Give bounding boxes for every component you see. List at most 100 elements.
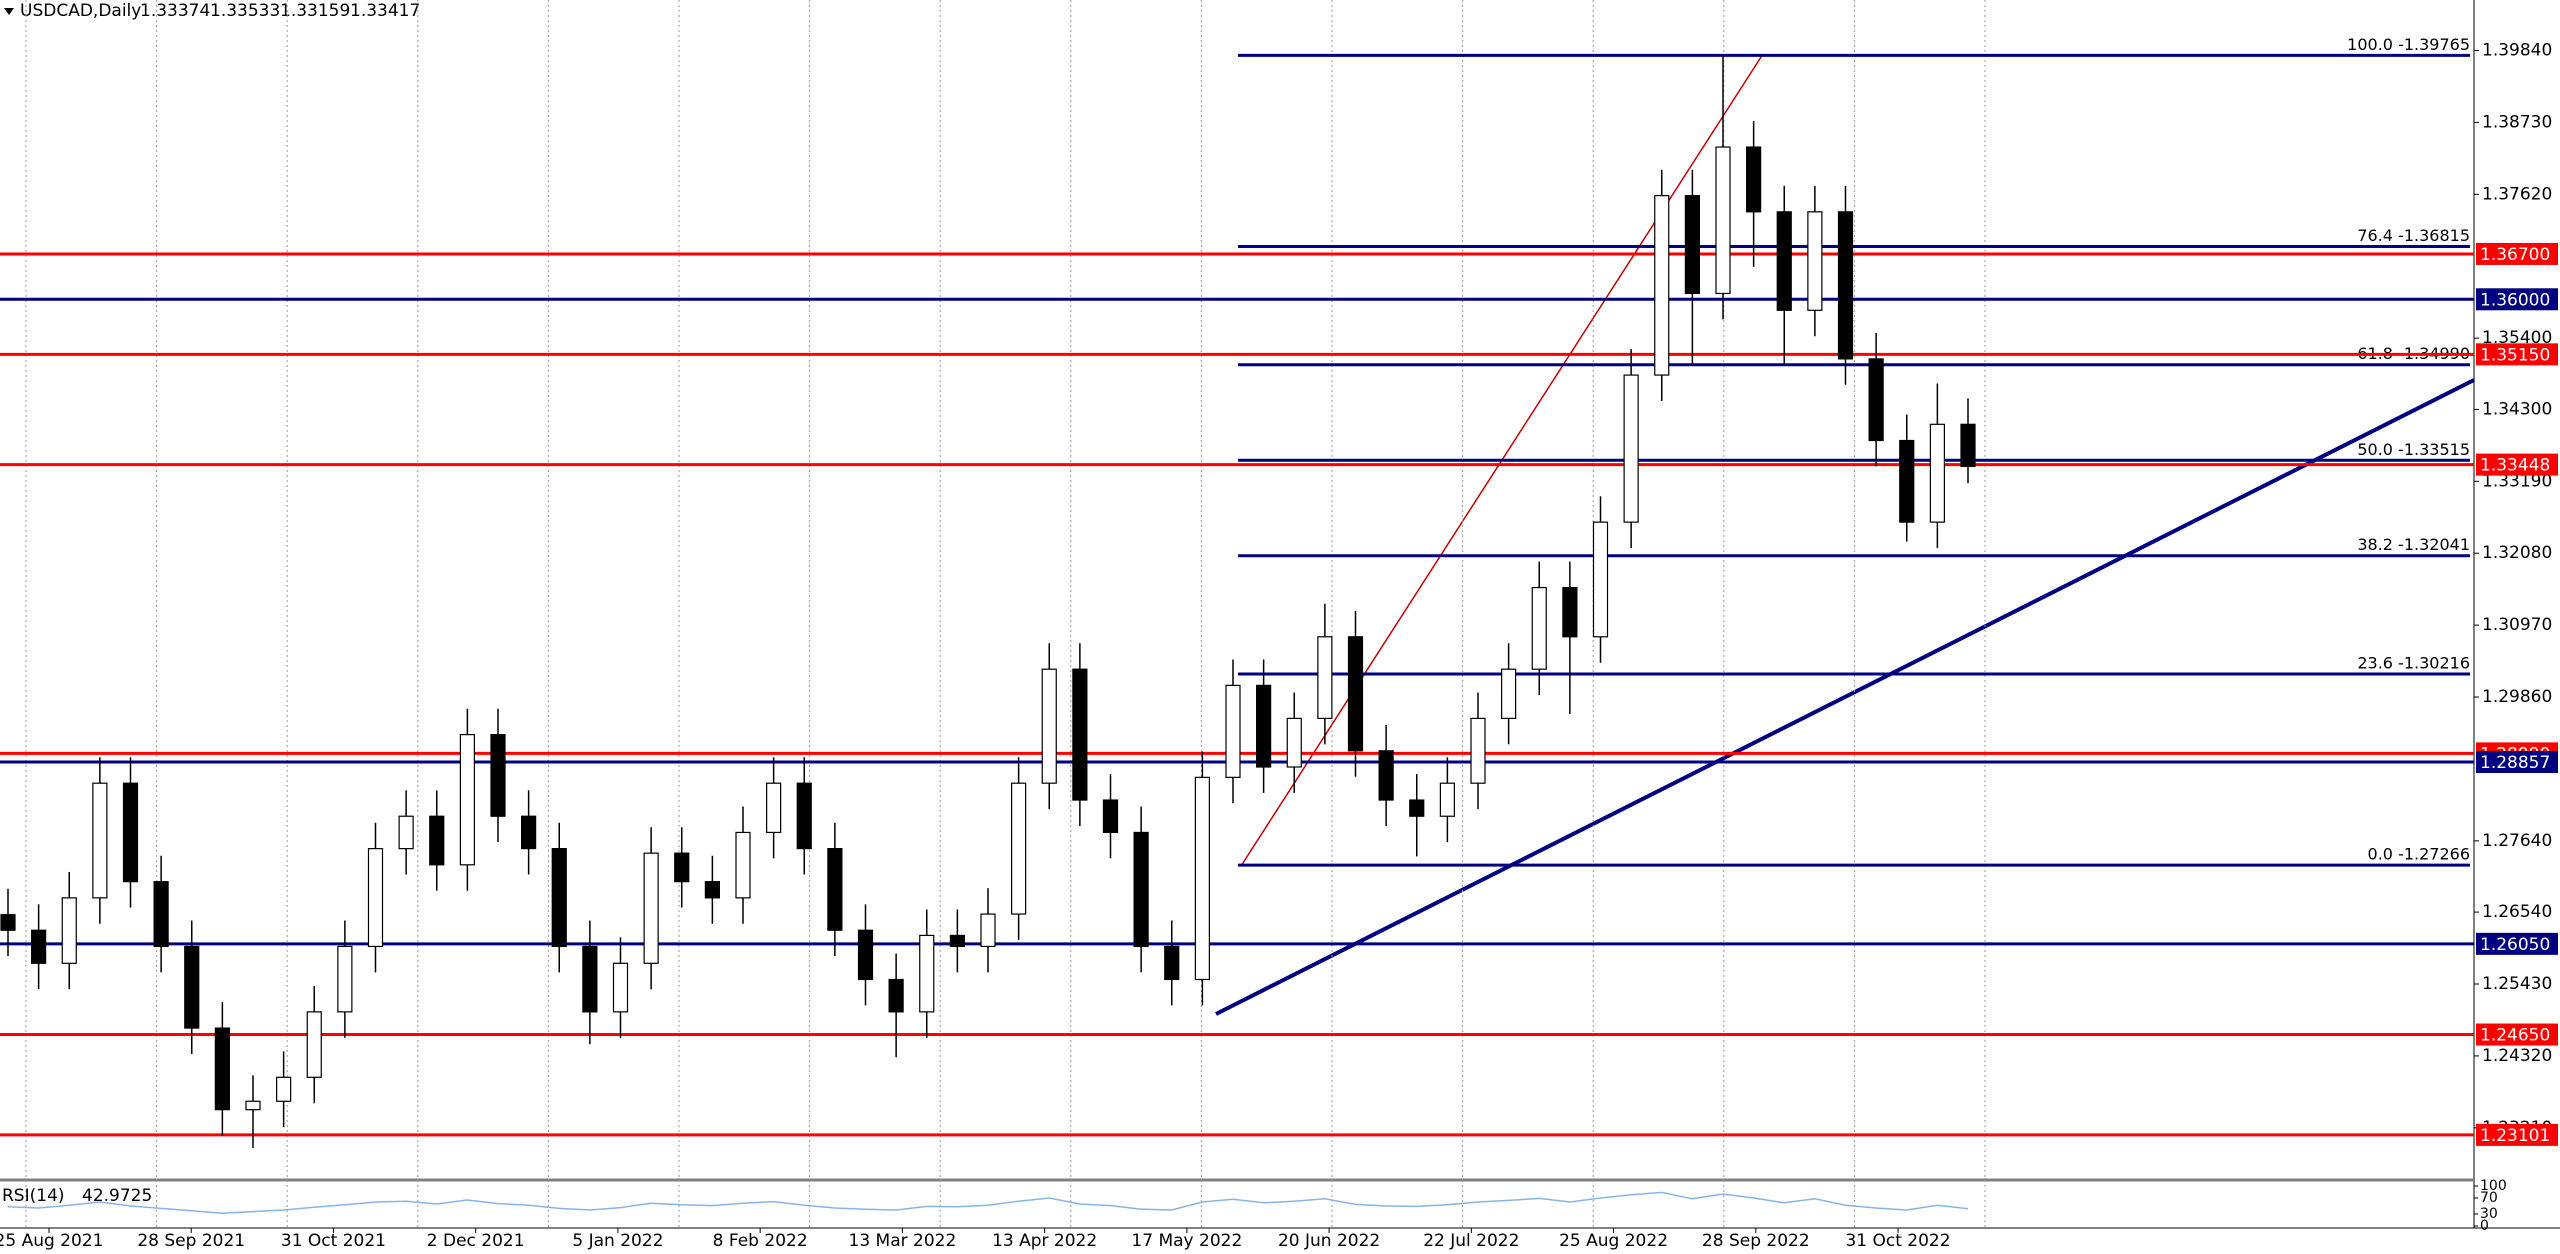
level-label: 1.33448 [2480,456,2550,476]
candle-body [490,734,506,817]
quote-value: 1.33533 [210,1,280,21]
candle-body [521,815,537,850]
rsi-tick-label: 70 [2480,1190,2498,1206]
candle-body [1746,146,1762,213]
level-label: 1.24650 [2480,1026,2550,1046]
candle-body [1470,717,1486,784]
candle-body [949,934,965,948]
candle-body [1807,211,1823,311]
candle-body [1194,776,1210,981]
level-box [2476,1123,2558,1146]
level-label: 1.36000 [2480,290,2550,310]
y-tick-label: 1.37620 [2482,184,2552,204]
candle-body [551,848,567,948]
level-box [2476,751,2558,774]
candle-body [582,945,598,1013]
x-tick-label: 31 Oct 2022 [1845,1231,1950,1251]
candle-body [276,1076,292,1102]
candle-body [1531,586,1547,670]
quote-value: 1.33417 [350,1,420,21]
quote-value: 1.33374 [140,1,210,21]
candle-body [1868,358,1884,442]
candle-body [0,914,16,931]
candle-body [796,782,812,850]
candle-body [919,934,935,1013]
x-tick-label: 25 Aug 2022 [1559,1231,1668,1251]
candle-body [459,734,475,866]
x-tick-label: 2 Dec 2021 [427,1231,525,1251]
rsi-name: RSI(14) [2,1186,65,1206]
candle-body [1409,799,1425,817]
candle-body [1378,750,1394,801]
candle-body [735,831,751,899]
rsi-tick-label: 100 [2480,1178,2507,1194]
level-box [2476,242,2558,265]
y-tick-label: 1.30970 [2482,615,2552,635]
y-tick-label: 1.39840 [2482,41,2552,61]
candle-body [398,815,414,850]
x-tick-label: 28 Sep 2022 [1702,1231,1810,1251]
candle-body [1960,423,1976,468]
rsi-line [7,1191,1969,1214]
candle-body [31,929,47,964]
level-box [2476,343,2558,366]
candle-body [306,1011,322,1078]
candle-body [674,852,690,883]
y-tick-label: 1.27640 [2482,831,2552,851]
y-tick-label: 1.32080 [2482,543,2552,563]
level-box [2476,1023,2558,1046]
quote-value: 1.33159 [280,1,350,21]
candle-body [214,1027,230,1111]
candle-body [1072,668,1088,801]
y-tick-label: 1.29860 [2482,687,2552,707]
level-label: 1.23101 [2480,1126,2550,1146]
candle-body [1225,684,1241,778]
candle-body [1256,684,1272,768]
candle-body [337,945,353,1013]
x-tick-label: 17 May 2022 [1131,1231,1242,1251]
x-tick-label: 28 Sep 2021 [137,1231,245,1251]
fib-label: 38.2 -1.32041 [2357,535,2470,554]
candle-body [827,848,843,931]
candle-body [92,782,108,899]
candle-body [1592,521,1609,638]
candle-body [184,945,200,1029]
x-tick-label: 31 Oct 2021 [281,1231,386,1251]
candle-body [704,881,720,899]
rsi-value: 42.9725 [82,1186,152,1206]
x-tick-label: 22 Jul 2022 [1423,1231,1519,1251]
fib-label: 76.4 -1.36815 [2357,226,2470,245]
candle-body [122,782,139,883]
level-label: 1.26050 [2480,935,2550,955]
x-tick-label: 8 Feb 2022 [713,1231,808,1251]
x-tick-label: 25 Aug 2021 [0,1231,103,1251]
level-box [2476,288,2558,311]
candle-body [1562,586,1578,638]
candle-body [153,881,169,948]
level-label: 1.36700 [2480,245,2550,265]
candle-body [1654,195,1670,376]
y-tick-label: 1.26540 [2482,902,2552,922]
fib-label: 50.0 -1.33515 [2357,440,2470,459]
candle-body [1684,195,1700,295]
candle-body [1102,799,1119,834]
level-label: 1.35150 [2480,345,2550,365]
candle-body [1286,717,1302,768]
candle-body [1011,782,1027,915]
candle-body [980,913,996,948]
trend-line-blue [1215,378,2475,1016]
candle-body [888,978,904,1013]
x-tick-label: 20 Jun 2022 [1278,1231,1380,1251]
y-tick-label: 1.38730 [2482,112,2552,132]
rsi-tick-label: 30 [2480,1206,2498,1222]
candle-body [1347,636,1364,752]
level-label: 1.28857 [2480,753,2550,773]
fib-label: 0.0 -1.27266 [2368,845,2470,864]
candle-body [367,848,384,948]
candle-body [1164,945,1180,981]
candle-body [766,782,782,834]
candle-body [857,929,874,981]
